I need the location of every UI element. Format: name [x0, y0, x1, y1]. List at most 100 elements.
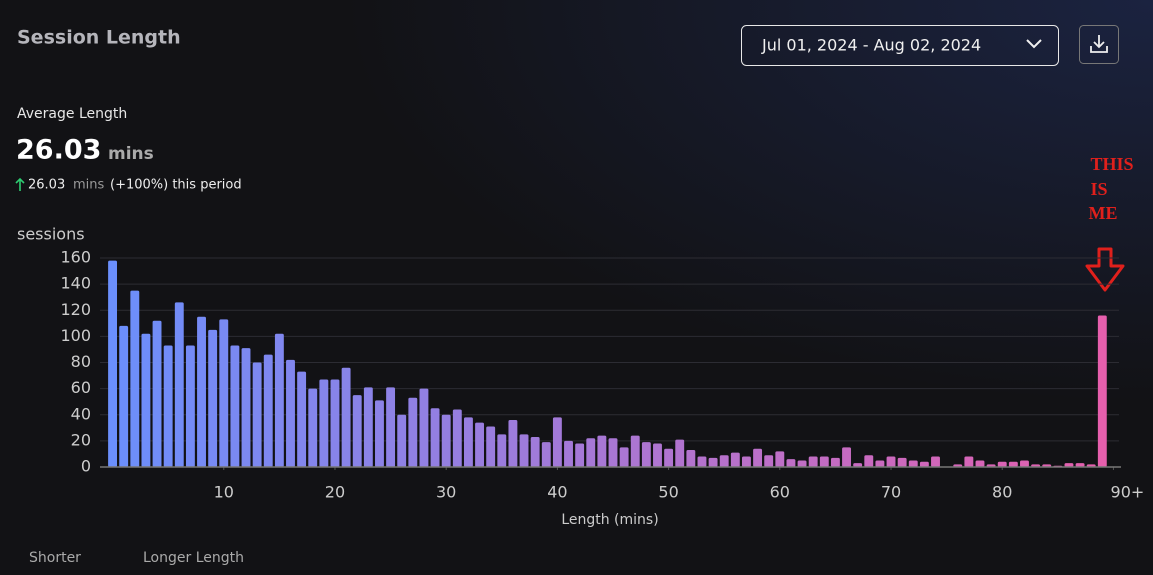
date-picker-frame[interactable] [741, 25, 1059, 66]
x-tick-label: 30 [436, 483, 456, 502]
bar [742, 456, 751, 467]
bar [842, 447, 851, 467]
bar [497, 434, 507, 467]
annotation-line: ME [1089, 203, 1118, 223]
x-tick-label: 80 [992, 483, 1012, 502]
bar [653, 443, 662, 467]
bar [141, 333, 151, 467]
y-tick-label: 60 [71, 378, 91, 397]
bar [286, 359, 295, 467]
bar [830, 457, 840, 467]
bar [1097, 315, 1107, 467]
bar [486, 426, 496, 467]
chevron[interactable] [1026, 39, 1042, 49]
bar [775, 451, 785, 467]
bar [552, 417, 562, 467]
bar [108, 260, 118, 467]
change-value: 26.03 [28, 178, 65, 193]
bar [208, 329, 218, 467]
bar [185, 345, 195, 467]
bar [797, 460, 807, 467]
bar [363, 387, 373, 467]
bar [508, 419, 518, 467]
x-tick-label: 20 [325, 483, 345, 502]
bar [597, 435, 607, 467]
x-tick-label: 60 [770, 483, 790, 502]
bar [174, 302, 184, 467]
y-tick-label: 160 [60, 248, 91, 267]
y-tick-label: 0 [81, 457, 91, 476]
bar [708, 457, 718, 467]
bar [408, 397, 418, 467]
bar [263, 354, 273, 467]
bar [219, 319, 229, 467]
bar [119, 325, 129, 467]
annotation-line: THIS [1090, 154, 1133, 174]
bar [586, 438, 596, 467]
y-tick-label: 40 [71, 404, 91, 423]
bar [808, 456, 818, 467]
bar [819, 456, 829, 467]
bar [853, 463, 863, 467]
date-picker[interactable]: Jul 01, 2024 - Aug 02, 2024 [741, 25, 1059, 66]
summary-unit: mins [108, 144, 154, 164]
x-tick-label: 90+ [1111, 483, 1145, 502]
y-tick-label: 100 [60, 326, 91, 345]
bar [519, 434, 529, 467]
bar [641, 442, 651, 467]
y-tick-label: 80 [71, 352, 91, 371]
bar [608, 438, 618, 467]
bar [919, 461, 929, 467]
change-unit: mins [73, 178, 105, 193]
summary-label: Average Length [17, 106, 127, 122]
y-tick-label: 20 [71, 430, 91, 449]
download-frame[interactable] [1079, 25, 1119, 64]
annotation-line: IS [1090, 179, 1107, 199]
bar [397, 414, 407, 467]
bar [163, 345, 173, 467]
download-button[interactable] [1079, 25, 1119, 64]
bar [230, 345, 240, 467]
bar [419, 388, 429, 467]
bar [786, 459, 796, 467]
bar [908, 460, 918, 467]
bar [764, 455, 774, 467]
bar [964, 456, 974, 467]
bar [241, 348, 251, 467]
legend-end: Longer Length [143, 550, 244, 566]
y-axis-label: sessions [17, 225, 85, 244]
date-range[interactable]: Jul 01, 2024 - Aug 02, 2024 [761, 36, 981, 55]
bar [753, 448, 763, 467]
bar [130, 290, 140, 467]
y-tick-label: 120 [60, 300, 91, 319]
bar [441, 414, 451, 467]
bar [719, 455, 729, 467]
bar [386, 387, 396, 467]
x-axis-label: Length (mins) [561, 512, 658, 528]
bar [352, 395, 362, 467]
bar [619, 447, 629, 467]
download-icon[interactable] [1090, 35, 1108, 53]
bar [886, 456, 896, 467]
bar [686, 450, 696, 467]
bar [864, 455, 874, 467]
bar [1075, 463, 1085, 467]
bar [197, 316, 206, 467]
bar [675, 439, 685, 467]
bar [330, 379, 340, 467]
bar [541, 442, 551, 467]
x-tick-label: 50 [658, 483, 678, 502]
x-tick-label: 40 [547, 483, 567, 502]
bar [575, 443, 585, 467]
bar [897, 457, 907, 467]
bar [452, 409, 462, 467]
bar [530, 436, 540, 467]
x-tick-label: 70 [881, 483, 901, 502]
panel-title: Session Length [17, 27, 181, 49]
bar [463, 417, 473, 467]
change-text: (+100%) this period [110, 178, 242, 193]
bar [430, 408, 440, 467]
bar [875, 460, 885, 467]
